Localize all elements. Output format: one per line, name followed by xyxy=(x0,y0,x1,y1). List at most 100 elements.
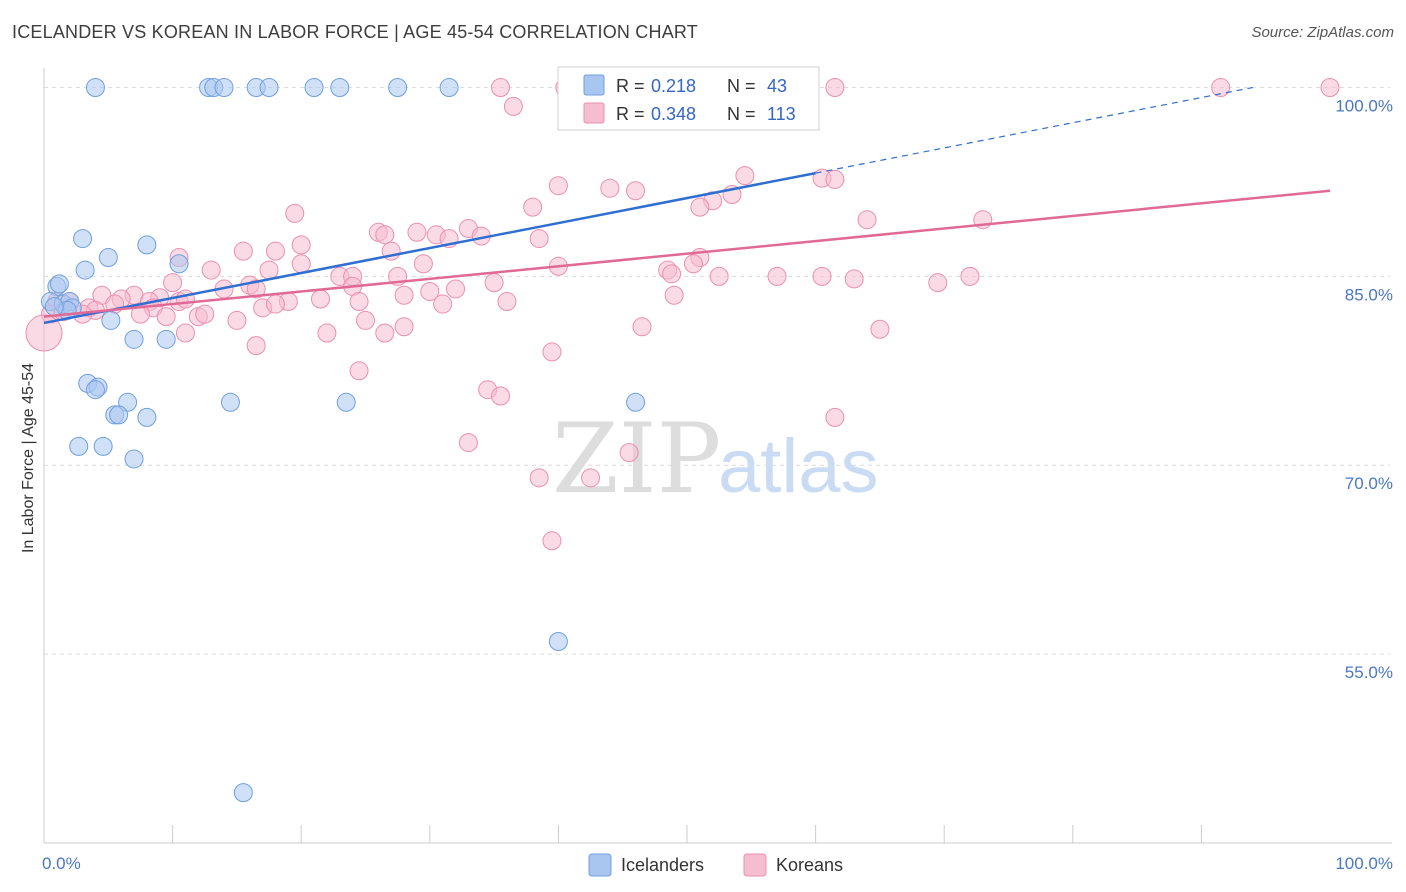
legend-r-label-icelanders: R = xyxy=(616,76,645,96)
koreans-point-21 xyxy=(407,222,427,242)
koreans-point-47 xyxy=(812,266,832,286)
icelanders-point-39 xyxy=(93,436,113,456)
koreans-point-74 xyxy=(433,294,453,314)
koreans-point-53 xyxy=(246,279,266,299)
koreans-point-97 xyxy=(246,336,266,356)
koreans-point-71 xyxy=(420,281,440,301)
koreans-point-48 xyxy=(960,266,980,286)
icelanders-point-8 xyxy=(388,77,408,97)
icelanders-point-40 xyxy=(124,449,144,469)
watermark-atlas: atlas xyxy=(718,424,879,509)
koreans-point-68 xyxy=(310,289,330,309)
koreans-point-27 xyxy=(529,229,549,249)
koreans-point-101 xyxy=(491,386,511,406)
koreans-point-36 xyxy=(413,254,433,274)
koreans-point-103 xyxy=(458,433,478,453)
legend-n-label-koreans: N = xyxy=(727,104,756,124)
koreans-point-88 xyxy=(227,310,247,330)
x-tick-label-left: 0.0% xyxy=(42,854,81,873)
koreans-trendline xyxy=(43,189,1331,318)
koreans-point-89 xyxy=(356,310,375,330)
koreans-point-45 xyxy=(709,266,729,286)
koreans-point-44 xyxy=(662,264,682,284)
koreans-point-5 xyxy=(1320,77,1340,97)
koreans-point-46 xyxy=(767,266,787,286)
legend-r-label-koreans: R = xyxy=(616,104,645,124)
koreans-point-102 xyxy=(825,407,845,427)
icelanders-point-15 xyxy=(75,260,95,280)
koreans-point-9 xyxy=(825,169,845,189)
koreans-point-39 xyxy=(259,260,279,280)
legend-swatch-icelanders xyxy=(583,74,605,96)
koreans-point-94 xyxy=(632,317,652,337)
koreans-point-50 xyxy=(928,273,948,293)
y-tick-label-1: 85.0% xyxy=(1345,285,1393,304)
icelanders-point-9 xyxy=(439,77,459,97)
icelanders-point-18 xyxy=(169,254,189,274)
icelanders-point-30 xyxy=(85,380,105,400)
source-credit: Source: ZipAtlas.com xyxy=(1251,24,1394,41)
koreans-point-69 xyxy=(349,292,369,312)
koreans-point-29 xyxy=(265,241,285,261)
icelanders-point-12 xyxy=(73,229,93,249)
icelanders-point-13 xyxy=(98,247,118,267)
koreans-point-85 xyxy=(195,304,215,324)
icelanders-point-17 xyxy=(49,274,69,294)
icelanders-point-36 xyxy=(109,405,129,425)
koreans-point-91 xyxy=(175,323,195,343)
koreans-point-90 xyxy=(394,317,414,337)
watermark-zip: ZIP xyxy=(552,403,721,515)
koreans-point-99 xyxy=(349,361,369,381)
icelanders-point-5 xyxy=(259,77,279,97)
koreans-point-38 xyxy=(201,260,221,280)
koreans-point-17 xyxy=(285,203,305,223)
koreans-point-30 xyxy=(233,241,253,261)
koreans-point-18 xyxy=(857,210,877,230)
koreans-point-56 xyxy=(446,279,466,299)
koreans-point-95 xyxy=(870,319,890,339)
icelanders-point-14 xyxy=(137,235,157,255)
icelanders-trendline xyxy=(43,171,816,325)
koreans-point-55 xyxy=(484,273,504,293)
koreans-point-7 xyxy=(735,166,755,186)
icelanders-point-42 xyxy=(233,783,253,803)
y-tick-label-0: 100.0% xyxy=(1335,96,1393,115)
koreans-point-4 xyxy=(1211,77,1231,97)
koreans-point-11 xyxy=(600,178,620,198)
icelanders-point-34 xyxy=(626,392,646,412)
koreans-point-107 xyxy=(542,531,562,551)
icelanders-point-24 xyxy=(44,297,64,317)
koreans-point-72 xyxy=(394,285,414,305)
koreans-point-51 xyxy=(163,273,183,293)
x-tick-label-right: 100.0% xyxy=(1335,854,1393,873)
icelanders-trendline-extension xyxy=(815,86,1253,174)
koreans-point-93 xyxy=(375,323,395,343)
icelanders-point-3 xyxy=(214,77,234,97)
koreans-point-26 xyxy=(375,225,395,245)
koreans-point-10 xyxy=(548,176,568,196)
icelanders-point-37 xyxy=(137,407,157,427)
icelanders-point-32 xyxy=(220,392,240,412)
koreans-point-28 xyxy=(291,235,311,255)
koreans-point-104 xyxy=(619,443,639,463)
icelanders-point-0 xyxy=(85,77,105,97)
icelanders-point-25 xyxy=(101,310,121,330)
koreans-point-96 xyxy=(25,314,63,352)
legend-n-value-icelanders: 43 xyxy=(767,76,787,96)
koreans-point-0 xyxy=(491,77,511,97)
icelanders-point-41 xyxy=(548,632,568,652)
koreans-point-65 xyxy=(175,289,195,309)
koreans-point-49 xyxy=(844,269,864,289)
legend-swatch-koreans xyxy=(583,102,605,124)
legend-n-label-icelanders: N = xyxy=(727,76,756,96)
koreans-point-105 xyxy=(529,468,549,488)
koreans-point-106 xyxy=(581,468,601,488)
koreans-point-98 xyxy=(542,342,562,362)
koreans-point-92 xyxy=(317,323,337,343)
koreans-point-12 xyxy=(626,181,646,201)
y-tick-label-3: 55.0% xyxy=(1345,663,1393,682)
icelanders-point-38 xyxy=(69,436,89,456)
bottom-legend-swatch-koreans xyxy=(743,853,767,877)
koreans-point-15 xyxy=(690,197,710,217)
icelanders-point-7 xyxy=(330,77,350,97)
